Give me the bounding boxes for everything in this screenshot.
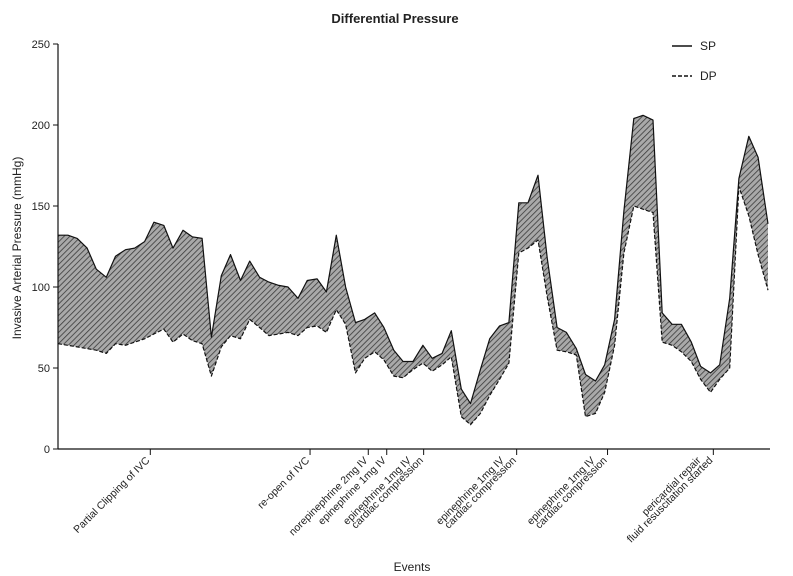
pressure-difference-area — [58, 115, 768, 425]
y-tick-label: 0 — [44, 444, 50, 456]
y-tick-label: 100 — [32, 282, 50, 294]
y-tick-label: 200 — [32, 120, 50, 132]
y-tick-label: 250 — [32, 39, 50, 51]
event-label: Partial Clipping of IVC — [71, 454, 152, 535]
chart-title: Differential Pressure — [331, 11, 458, 26]
y-tick-label: 150 — [32, 201, 50, 213]
legend-label-dp: DP — [700, 69, 717, 83]
series-lines — [57, 114, 769, 426]
event-label: pericardial repair — [640, 454, 704, 518]
series-line-sp — [58, 114, 769, 405]
sp-dp-hatched-area — [58, 115, 768, 425]
event-label: cardiac compression — [533, 455, 610, 532]
x-axis-label: Events — [394, 560, 431, 574]
event-label: cardiac compression — [442, 455, 519, 532]
event-label: re-open of IVC — [255, 454, 312, 511]
y-tick-label: 50 — [38, 363, 50, 375]
y-axis-label: Invasive Arterial Pressure (mmHg) — [10, 157, 24, 340]
event-label: fluid resuscitation started — [625, 455, 716, 546]
event-label: epinephrine 1mg IV — [525, 455, 598, 528]
legend: SP DP — [672, 39, 717, 83]
event-label: epinephrine 1mg IV — [434, 455, 507, 528]
axes: 0 50 100 150 200 250 — [32, 39, 770, 456]
legend-label-sp: SP — [700, 39, 716, 53]
series-line-dp — [57, 186, 769, 426]
event-annotations: Partial Clipping of IVC re-open of IVCnor… — [71, 449, 716, 546]
